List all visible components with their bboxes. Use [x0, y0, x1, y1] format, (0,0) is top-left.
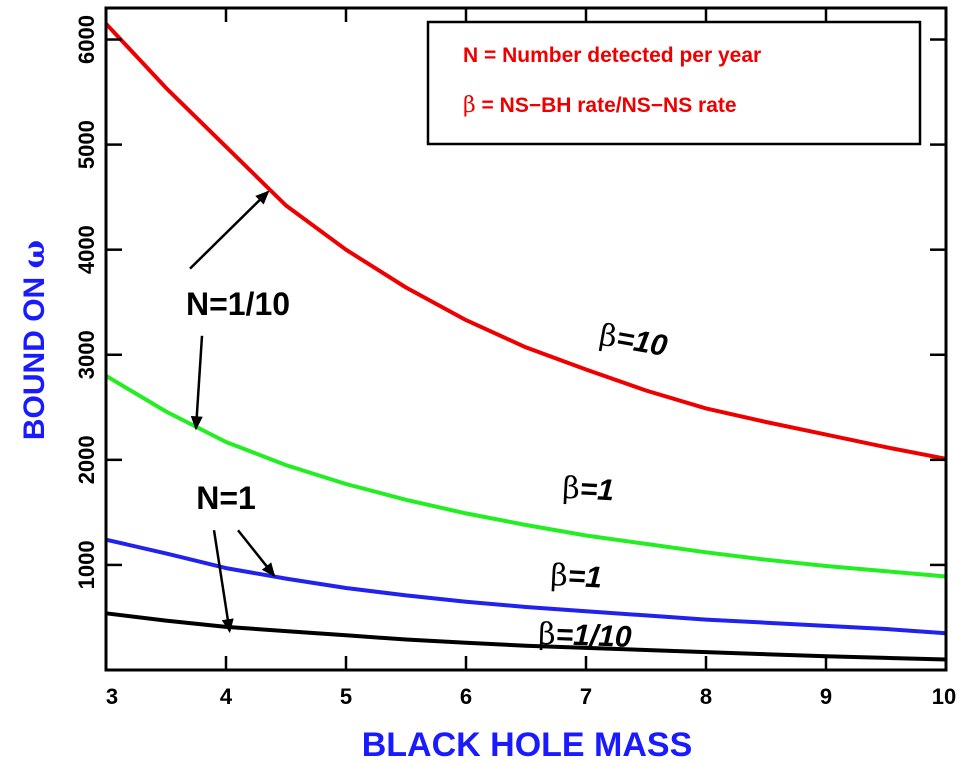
curve-label-beta-1-blue: β=1: [550, 558, 603, 596]
x-tick-label: 10: [932, 684, 956, 709]
arrow-3: [212, 530, 234, 634]
plot-frame: [104, 6, 948, 672]
legend-entry-n: N = Number detected per year: [463, 44, 761, 67]
x-tick-label: 7: [580, 684, 592, 709]
series-line-2: [105, 537, 947, 636]
series-line-3: [105, 611, 947, 662]
y-tick-label: 5000: [74, 120, 99, 169]
legend-entry-beta: β = NS−BH rate/NS−NS rate: [463, 93, 737, 118]
series-line-1: [104, 374, 947, 579]
y-axis: 1000 2000 3000 4000 5000 6000: [74, 15, 946, 589]
curve-label-beta-10: β=10: [597, 318, 671, 364]
series-layer: [104, 22, 947, 662]
arrow-1: [190, 335, 204, 431]
y-tick-label: 4000: [74, 225, 99, 274]
x-tick-label: 6: [460, 684, 472, 709]
x-tick-label: 5: [340, 684, 352, 709]
x-tick-label: 9: [820, 684, 832, 709]
legend: N = Number detected per year β = NS−BH r…: [426, 20, 922, 146]
y-tick-label: 2000: [74, 435, 99, 484]
arrow-2: [237, 529, 276, 577]
arrow-layer: [189, 190, 276, 634]
y-axis-title: BOUND ON ω: [17, 240, 52, 440]
x-axis: 3 4 5 6 7 8 9 10: [106, 8, 956, 709]
curve-label-beta-1-10: β=1/10: [538, 617, 633, 655]
x-tick-label: 4: [220, 684, 233, 709]
arrow-0: [189, 190, 270, 270]
y-tick-label: 6000: [74, 15, 99, 64]
y-tick-label: 1000: [74, 540, 99, 589]
annotation-layer: N=1/10 N=1: [186, 286, 290, 516]
x-tick-label: 3: [106, 684, 118, 709]
x-tick-label: 8: [700, 684, 712, 709]
annotation-n-1-10: N=1/10: [186, 286, 290, 322]
series-line-0: [104, 22, 947, 461]
legend-box: [426, 20, 922, 146]
curve-label-beta-1-green: β=1: [562, 471, 615, 509]
y-tick-label: 3000: [74, 330, 99, 379]
curve-label-layer: β=10 β=1 β=1 β=1/10: [538, 318, 671, 655]
annotation-n-1: N=1: [196, 480, 256, 516]
x-axis-title: BLACK HOLE MASS: [362, 726, 693, 763]
